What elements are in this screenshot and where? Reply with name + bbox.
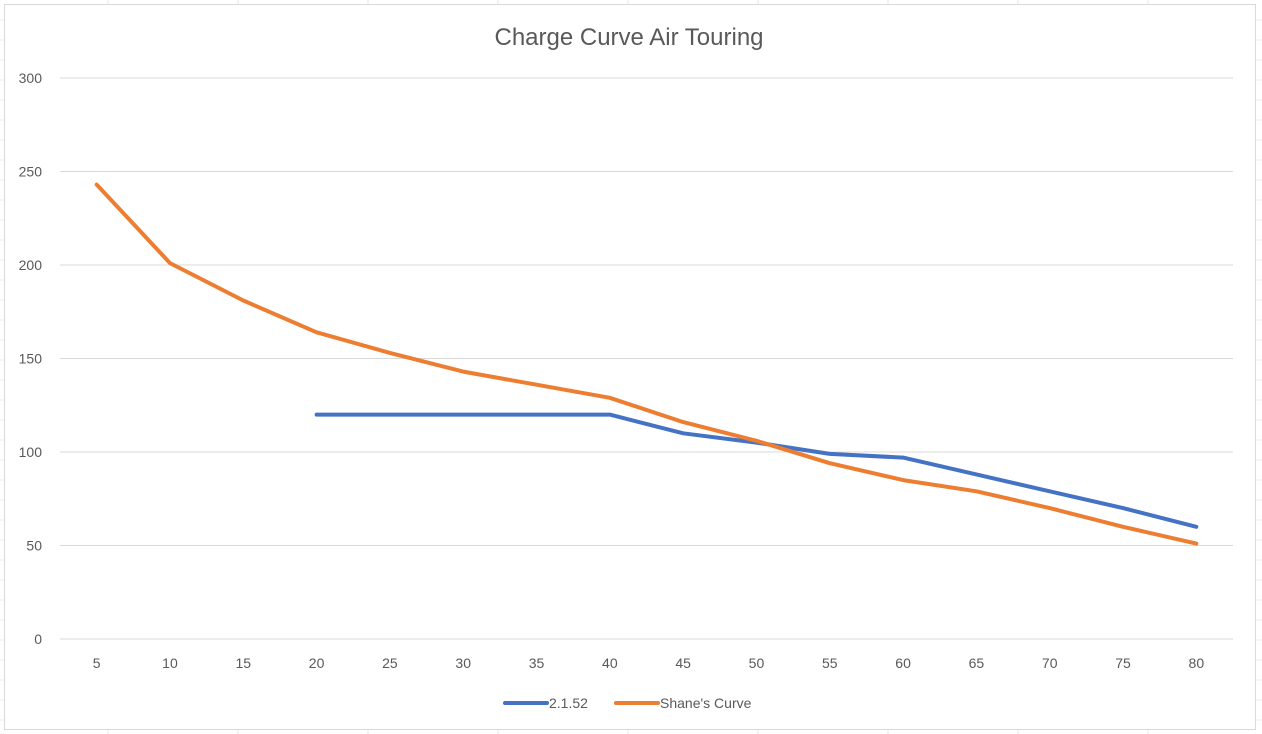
x-tick-label: 45 [675,655,691,671]
chart-title: Charge Curve Air Touring [494,24,763,51]
x-tick-label: 70 [1042,655,1058,671]
y-tick-label: 250 [19,164,43,180]
x-tick-label: 20 [309,655,325,671]
x-tick-label: 5 [93,655,101,671]
series-line-2 [94,182,1199,546]
x-tick-label: 25 [382,655,398,671]
y-axis-tick-labels: 0 50 100 150 200 250 300 [19,70,43,647]
y-tick-label: 150 [19,351,43,367]
x-tick-label: 30 [455,655,471,671]
x-tick-label: 35 [529,655,545,671]
x-tick-label: 60 [895,655,911,671]
x-tick-label: 40 [602,655,618,671]
y-tick-label: 50 [26,538,42,554]
x-tick-label: 55 [822,655,838,671]
data-series [94,182,1199,546]
x-tick-label: 50 [749,655,765,671]
chart-area[interactable] [4,4,1256,730]
x-tick-label: 15 [235,655,251,671]
y-tick-label: 0 [34,631,42,647]
y-tick-label: 200 [19,257,43,273]
legend-label: 2.1.52 [549,695,588,711]
gridlines [60,77,1233,640]
x-tick-label: 10 [162,655,178,671]
x-tick-label: 75 [1115,655,1131,671]
x-axis-tick-labels: 5 10 15 20 25 30 35 40 45 50 55 60 65 70 75 80 [93,655,1205,671]
legend: 2.1.52 Shane's Curve [503,695,752,711]
legend-label: Shane's Curve [660,695,752,711]
y-tick-label: 300 [19,70,43,86]
x-tick-label: 65 [969,655,985,671]
y-tick-label: 100 [19,444,43,460]
x-tick-label: 80 [1189,655,1205,671]
